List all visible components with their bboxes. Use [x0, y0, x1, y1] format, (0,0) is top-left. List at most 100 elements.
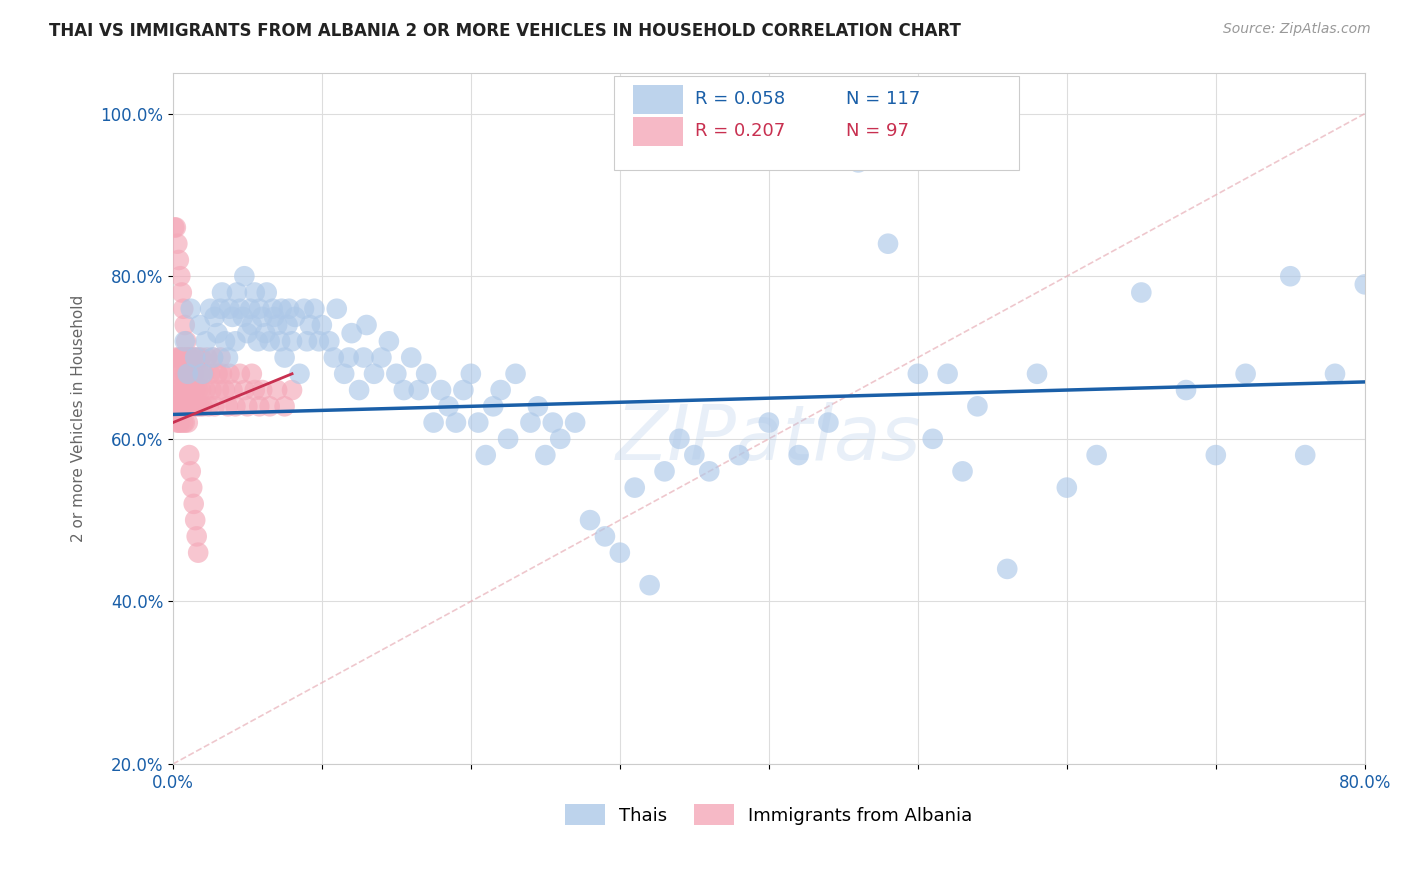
- Point: [240, 367, 263, 381]
- Point: [190, 383, 212, 397]
- Point: [266, 383, 288, 397]
- Point: [187, 383, 209, 397]
- Text: Source: ZipAtlas.com: Source: ZipAtlas.com: [1223, 22, 1371, 37]
- Point: [166, 236, 188, 251]
- Point: [163, 220, 186, 235]
- Point: [256, 285, 278, 300]
- Point: [167, 367, 190, 381]
- Point: [174, 383, 197, 397]
- Point: [995, 562, 1018, 576]
- Point: [269, 334, 291, 349]
- Point: [195, 351, 218, 365]
- Point: [179, 400, 201, 414]
- Point: [167, 351, 190, 365]
- Point: [1234, 367, 1257, 381]
- Point: [284, 310, 307, 324]
- Point: [229, 301, 252, 316]
- Point: [482, 400, 505, 414]
- Point: [322, 351, 344, 365]
- Point: [422, 416, 444, 430]
- Point: [163, 400, 186, 414]
- Point: [273, 351, 295, 365]
- Point: [209, 301, 232, 316]
- Point: [273, 400, 295, 414]
- Point: [817, 416, 839, 430]
- Point: [217, 351, 239, 365]
- Point: [173, 367, 195, 381]
- Point: [579, 513, 602, 527]
- Point: [173, 416, 195, 430]
- Point: [370, 351, 392, 365]
- Point: [173, 334, 195, 349]
- Point: [217, 400, 239, 414]
- Point: [278, 301, 301, 316]
- Point: [211, 285, 233, 300]
- Point: [444, 416, 467, 430]
- Point: [453, 383, 475, 397]
- Point: [209, 351, 232, 365]
- Point: [173, 351, 195, 365]
- Point: [177, 416, 200, 430]
- Point: [226, 285, 249, 300]
- Point: [281, 383, 304, 397]
- Point: [496, 432, 519, 446]
- Point: [304, 301, 326, 316]
- Point: [184, 351, 207, 365]
- Point: [254, 326, 277, 340]
- Point: [221, 383, 243, 397]
- Point: [233, 383, 256, 397]
- Point: [236, 400, 259, 414]
- Point: [179, 383, 201, 397]
- Point: [308, 334, 330, 349]
- Point: [266, 318, 288, 332]
- Point: [1056, 481, 1078, 495]
- Point: [166, 416, 188, 430]
- Point: [197, 400, 219, 414]
- Point: [177, 351, 200, 365]
- Point: [229, 367, 252, 381]
- Point: [728, 448, 751, 462]
- Point: [758, 416, 780, 430]
- Point: [181, 481, 204, 495]
- Point: [190, 351, 212, 365]
- Point: [385, 367, 408, 381]
- Point: [1130, 285, 1153, 300]
- Point: [668, 432, 690, 446]
- Point: [1354, 277, 1376, 292]
- Point: [186, 367, 208, 381]
- Point: [181, 383, 204, 397]
- Point: [877, 236, 900, 251]
- Point: [437, 400, 460, 414]
- Point: [169, 383, 191, 397]
- Point: [186, 529, 208, 543]
- Point: [378, 334, 401, 349]
- Point: [180, 301, 202, 316]
- Point: [243, 285, 266, 300]
- Point: [505, 367, 527, 381]
- Point: [186, 400, 208, 414]
- Text: THAI VS IMMIGRANTS FROM ALBANIA 2 OR MORE VEHICLES IN HOUSEHOLD CORRELATION CHAR: THAI VS IMMIGRANTS FROM ALBANIA 2 OR MOR…: [49, 22, 962, 40]
- Point: [399, 351, 422, 365]
- Point: [638, 578, 661, 592]
- Point: [170, 351, 193, 365]
- Point: [519, 416, 541, 430]
- Point: [165, 351, 187, 365]
- Point: [211, 367, 233, 381]
- Point: [292, 301, 315, 316]
- Point: [184, 383, 207, 397]
- Text: N = 117: N = 117: [846, 90, 921, 108]
- Point: [593, 529, 616, 543]
- Point: [167, 252, 190, 267]
- Point: [298, 318, 321, 332]
- Point: [460, 367, 482, 381]
- Point: [246, 334, 269, 349]
- Point: [187, 351, 209, 365]
- Point: [654, 464, 676, 478]
- Point: [167, 416, 190, 430]
- Point: [1175, 383, 1198, 397]
- Point: [194, 383, 217, 397]
- Point: [236, 326, 259, 340]
- FancyBboxPatch shape: [633, 85, 683, 114]
- Point: [177, 351, 200, 365]
- Point: [218, 367, 240, 381]
